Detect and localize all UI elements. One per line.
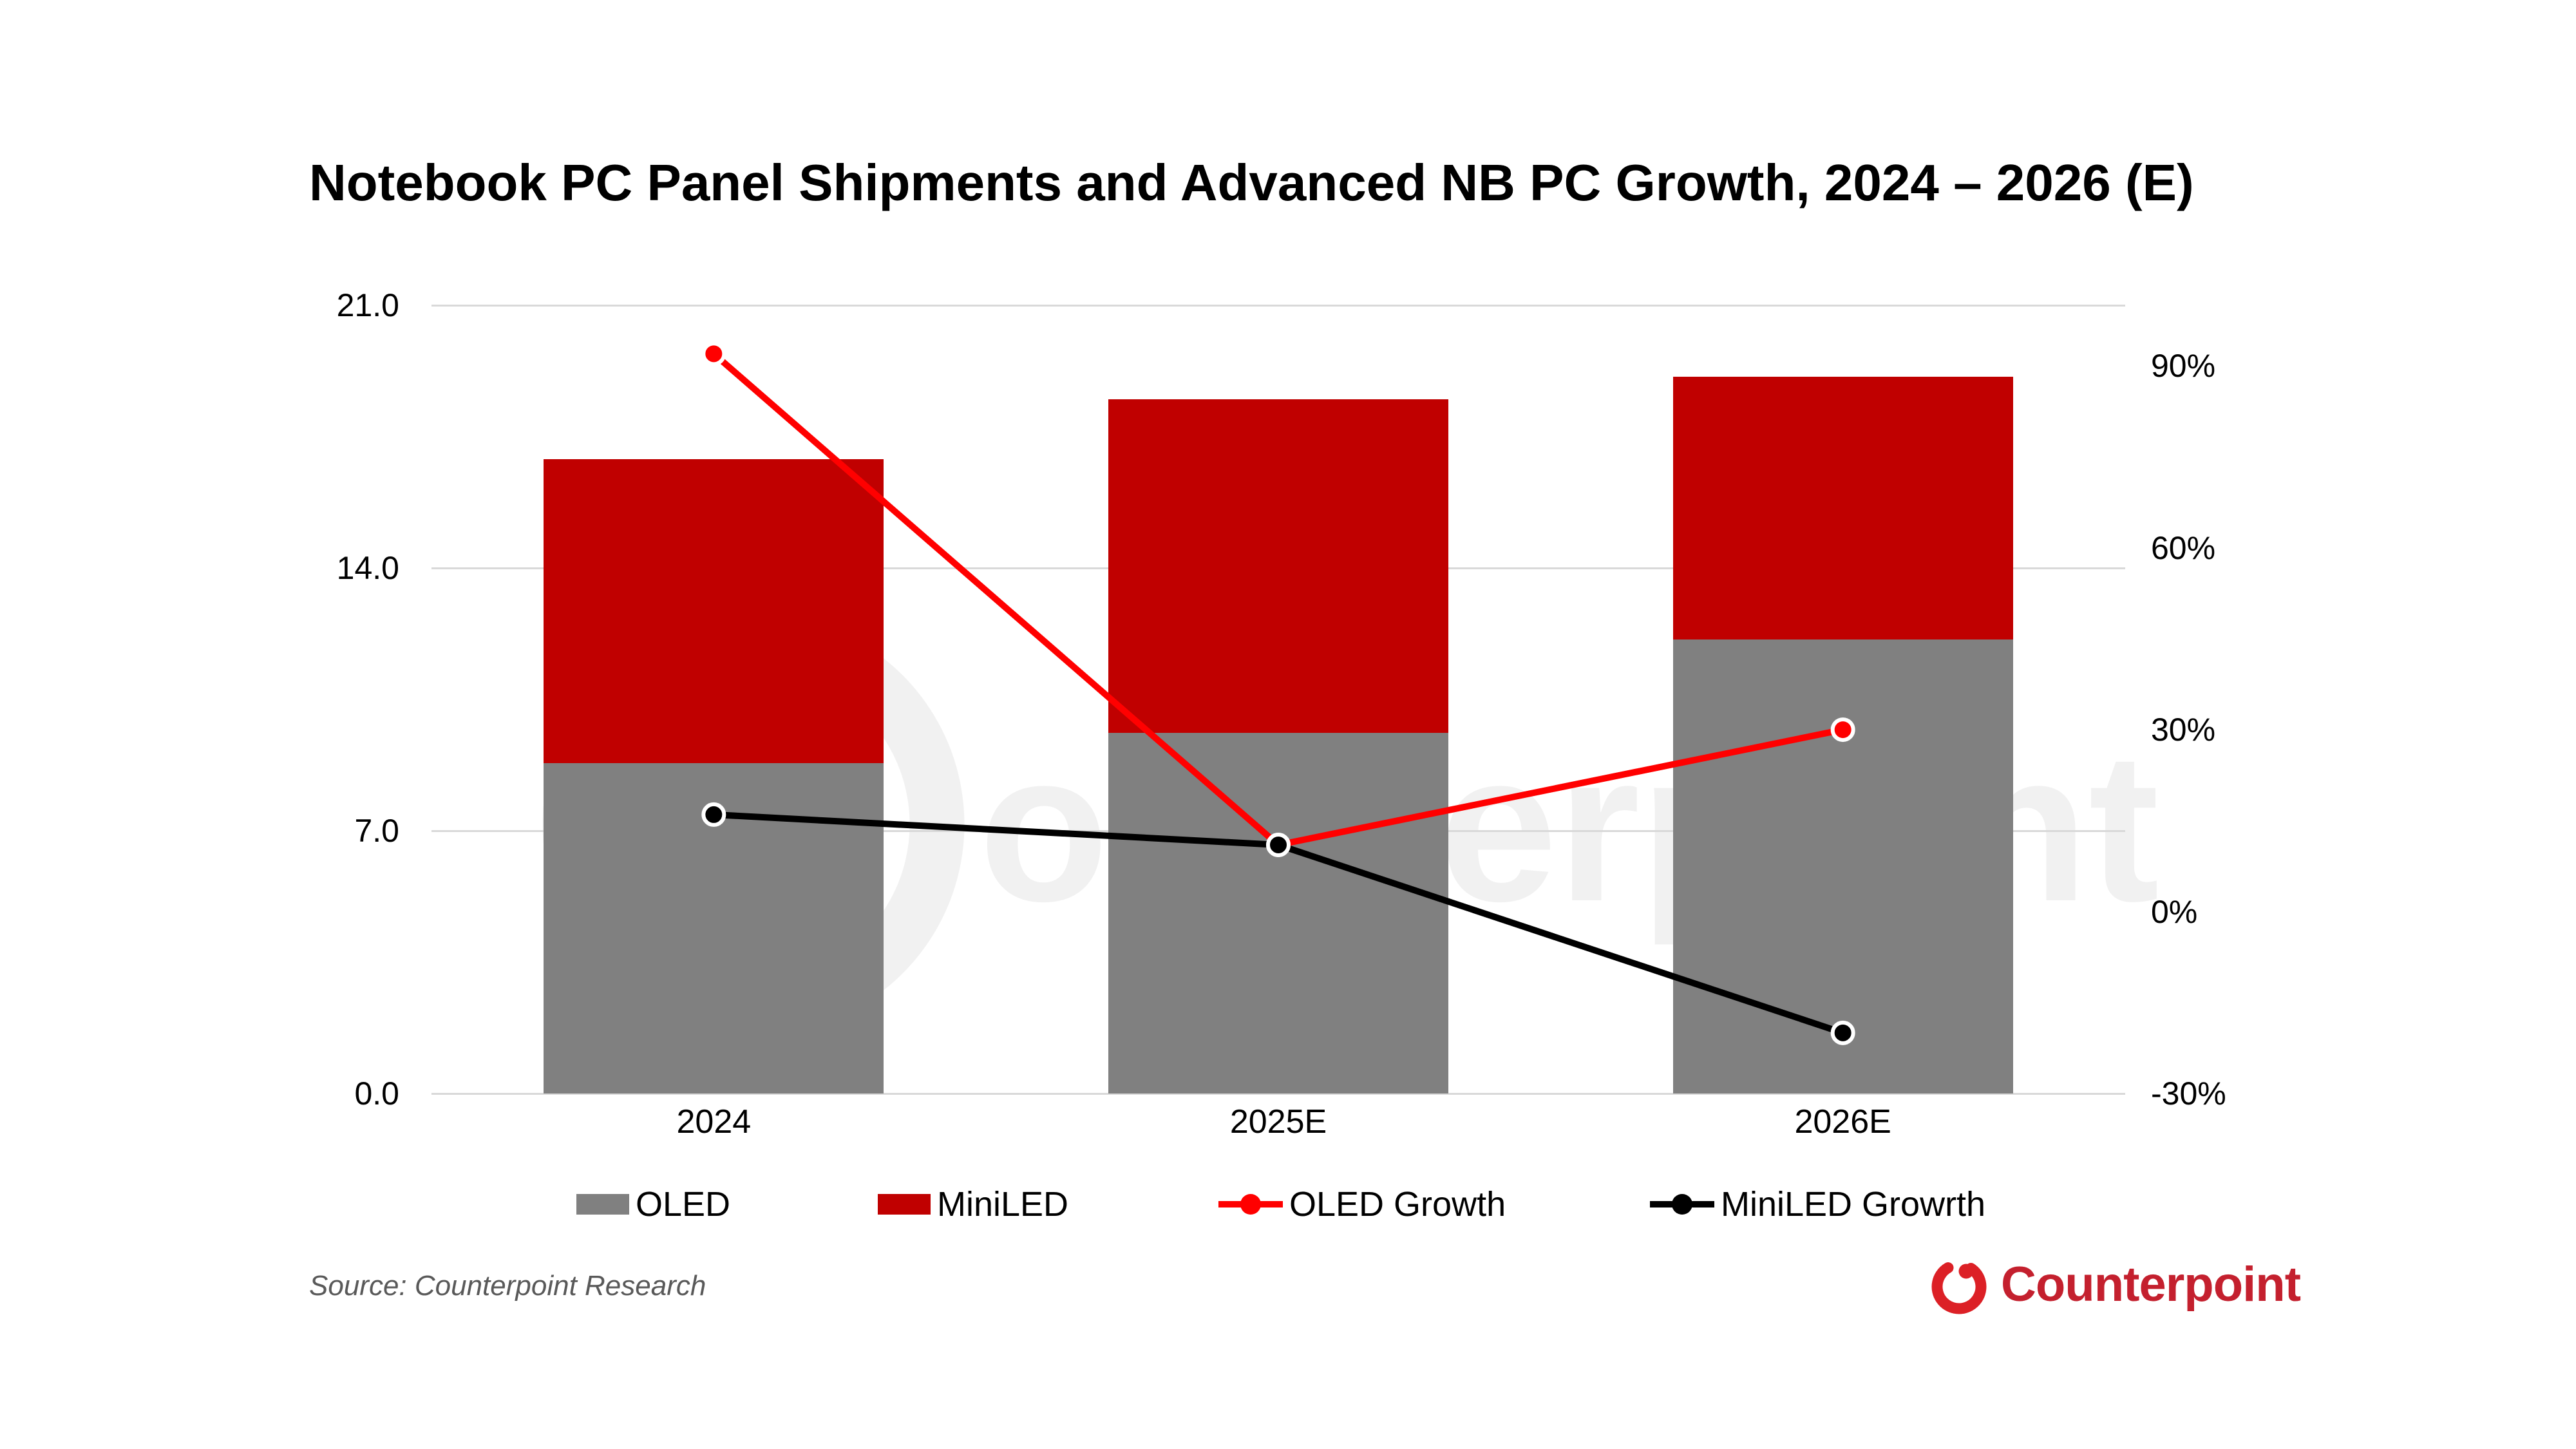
legend: OLED MiniLED OLED Growth MiniLED Growrth: [0, 1177, 2576, 1231]
right-axis-tick-label: 90%: [2151, 348, 2216, 384]
bar-oled-segment[interactable]: [1108, 733, 1448, 1094]
legend-item-oled[interactable]: OLED: [576, 1177, 730, 1231]
counterpoint-swirl-icon: [1931, 1259, 1987, 1314]
legend-line-dot-icon: [1650, 1194, 1714, 1215]
bar-miniled-segment[interactable]: [1672, 376, 2013, 639]
right-axis-tick-label: 30%: [2151, 712, 2216, 748]
x-axis-category-label: 2024: [676, 1103, 752, 1141]
legend-line-dot-icon: [1218, 1194, 1283, 1215]
legend-item-miniled-growrth[interactable]: MiniLED Growrth: [1650, 1177, 1985, 1231]
bar-oled-segment[interactable]: [544, 763, 884, 1094]
legend-label: MiniLED: [937, 1185, 1069, 1224]
legend-label: OLED Growth: [1289, 1185, 1506, 1224]
bar-miniled-segment[interactable]: [1108, 399, 1448, 734]
brand-wordmark: Counterpoint: [2001, 1256, 2301, 1312]
left-axis-tick-label: 0.0: [354, 1075, 399, 1112]
legend-swatch-icon: [576, 1194, 629, 1215]
oled-growth-point: [701, 341, 726, 366]
left-axis-tick-label: 7.0: [354, 813, 399, 849]
left-axis-tick-label: 21.0: [336, 287, 399, 323]
counterpoint-logo: Counterpoint: [1929, 1248, 2301, 1320]
right-axis-tick-label: -30%: [2151, 1075, 2226, 1112]
x-axis-category-label: 2026E: [1794, 1103, 1891, 1141]
right-axis-tick-label: 60%: [2151, 529, 2216, 566]
chart-title: Notebook PC Panel Shipments and Advanced…: [309, 154, 2194, 211]
legend-item-oled-growth[interactable]: OLED Growth: [1218, 1177, 1506, 1231]
legend-swatch-icon: [878, 1194, 931, 1215]
bar-oled-segment[interactable]: [1672, 639, 2013, 1094]
bar-miniled-segment[interactable]: [544, 459, 884, 764]
gridline: [431, 304, 2125, 307]
left-axis-tick-label: 14.0: [336, 550, 399, 586]
legend-label: MiniLED Growrth: [1721, 1185, 1986, 1224]
right-axis-tick-label: 0%: [2151, 893, 2198, 930]
source-note: Source: Counterpoint Research: [309, 1270, 706, 1302]
x-axis-category-label: 2025E: [1229, 1103, 1327, 1141]
legend-label: OLED: [636, 1185, 731, 1224]
legend-item-miniled[interactable]: MiniLED: [878, 1177, 1068, 1231]
gridline: [431, 1092, 2125, 1095]
